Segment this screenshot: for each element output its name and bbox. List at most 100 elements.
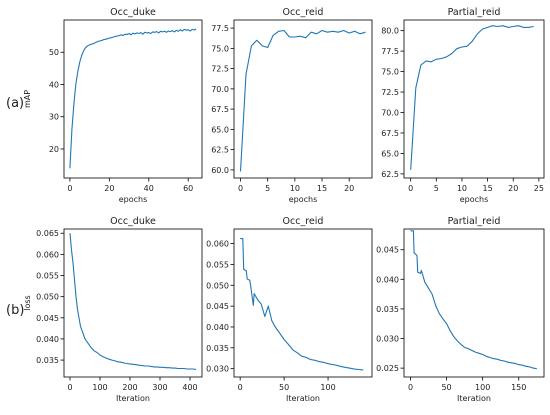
x-tick-label: 100	[92, 383, 107, 392]
plot-frame	[233, 228, 373, 378]
x-tick-label: 0	[408, 184, 413, 193]
plot-frame	[233, 19, 373, 179]
y-tick-label: 65.0	[211, 125, 229, 134]
y-tick-label: 72.5	[211, 65, 229, 74]
x-tick-label: 40	[144, 184, 154, 193]
x-tick-label: 5	[434, 184, 439, 193]
y-tick-label: 70.0	[211, 85, 229, 94]
y-tick-label: 0.055	[36, 272, 59, 281]
y-tick-label: 0.045	[206, 302, 229, 311]
panel-label-b: (b)	[6, 303, 24, 318]
series-line	[69, 28, 197, 169]
chart-occ-reid-map: 0 5 10 15 20 60.0 62.5 65.0 67.5 70.0 72.5 75.0 77.5…	[211, 7, 373, 204]
x-tick-label: 50	[441, 383, 451, 392]
series-line	[239, 29, 366, 172]
plot-frame	[403, 19, 545, 179]
chart-occ-duke-loss: 0 100 200 300 400 0.035 0.040 0.045 0.050 0.055 0.…	[23, 216, 203, 403]
y-tick-label: 0.040	[376, 275, 399, 284]
y-tick-label: 0.050	[36, 293, 59, 302]
y-tick-label: 0.035	[206, 344, 229, 353]
y-tick-label: 0.060	[36, 250, 59, 259]
y-tick-label: 77.5	[211, 24, 229, 33]
y-tick-label: 0.030	[206, 365, 229, 374]
x-axis-label: epochs	[119, 195, 148, 204]
x-tick-label: 10	[457, 184, 467, 193]
y-tick-label: 20	[49, 145, 59, 154]
y-tick-label: 80.0	[381, 27, 399, 36]
x-tick-label: 20	[508, 184, 518, 193]
y-tick-label: 75.0	[211, 44, 229, 53]
chart-partial-reid-loss: 0 50 100 150 0.025 0.030 0.035 0.040 0.045 Partia…	[376, 216, 545, 403]
chart-title: Partial_reid	[448, 7, 501, 18]
x-tick-label: 200	[122, 383, 137, 392]
x-axis-label: epochs	[460, 195, 489, 204]
y-axis-label: loss	[23, 295, 32, 310]
x-tick-label: 0	[238, 383, 243, 392]
chart-title: Occ_duke	[110, 7, 156, 18]
y-tick-label: 77.5	[381, 47, 399, 56]
plot-frame	[63, 228, 203, 378]
y-tick-label: 67.5	[211, 105, 229, 114]
y-tick-label: 30	[49, 113, 59, 122]
x-tick-label: 15	[317, 184, 327, 193]
y-tick-label: 0.050	[206, 281, 229, 290]
y-tick-label: 62.5	[381, 170, 399, 179]
plot-frame	[403, 228, 545, 378]
x-tick-label: 5	[265, 184, 270, 193]
x-axis-label: Iteration	[457, 394, 491, 403]
y-tick-label: 0.065	[36, 229, 59, 238]
panel-label-a: (a)	[6, 96, 24, 111]
y-tick-label: 0.045	[36, 314, 59, 323]
x-tick-label: 10	[290, 184, 300, 193]
plot-frame	[63, 19, 203, 179]
y-tick-label: 0.035	[36, 356, 59, 365]
x-axis-label: epochs	[289, 195, 318, 204]
y-tick-label: 70.0	[381, 109, 399, 118]
x-tick-label: 400	[182, 383, 197, 392]
y-tick-label: 0.060	[206, 240, 229, 249]
x-tick-label: 50	[279, 383, 289, 392]
y-tick-label: 50	[49, 48, 59, 57]
series-line	[69, 233, 197, 370]
x-tick-label: 100	[475, 383, 490, 392]
y-tick-label: 0.030	[376, 335, 399, 344]
x-tick-label: 25	[534, 184, 544, 193]
chart-title: Partial_reid	[448, 216, 501, 227]
x-axis-label: Iteration	[116, 394, 150, 403]
y-tick-label: 0.025	[376, 364, 399, 373]
x-tick-label: 0	[408, 383, 413, 392]
y-tick-label: 75.0	[381, 68, 399, 77]
y-axis-label: mAP	[23, 90, 32, 108]
x-tick-label: 100	[320, 383, 335, 392]
x-tick-label: 0	[67, 383, 72, 392]
y-tick-label: 67.5	[381, 129, 399, 138]
y-tick-label: 0.055	[206, 260, 229, 269]
x-tick-label: 60	[183, 184, 193, 193]
series-line	[410, 230, 537, 370]
y-tick-label: 40	[49, 80, 59, 89]
y-tick-label: 0.040	[206, 323, 229, 332]
y-tick-label: 60.0	[211, 166, 229, 175]
x-axis-label: Iteration	[286, 394, 320, 403]
chart-partial-reid-map: 0 5 10 15 20 25 62.5 65.0 67.5 70.0 72.5 75.0 77.5 80…	[381, 7, 545, 204]
x-tick-label: 15	[482, 184, 492, 193]
series-line	[240, 238, 364, 371]
x-tick-label: 20	[104, 184, 114, 193]
series-line	[410, 25, 534, 170]
y-tick-label: 0.035	[376, 305, 399, 314]
y-tick-label: 72.5	[381, 88, 399, 97]
chart-title: Occ_duke	[110, 216, 156, 227]
chart-title: Occ_reid	[283, 216, 324, 227]
x-tick-label: 0	[238, 184, 243, 193]
x-tick-label: 300	[152, 383, 167, 392]
x-tick-label: 0	[67, 184, 72, 193]
x-tick-label: 20	[344, 184, 354, 193]
x-tick-label: 150	[511, 383, 526, 392]
y-tick-label: 0.045	[376, 246, 399, 255]
chart-occ-reid-loss: 0 50 100 0.030 0.035 0.040 0.045 0.050 0.055 0.06…	[206, 216, 373, 403]
chart-title: Occ_reid	[283, 7, 324, 18]
y-tick-label: 62.5	[211, 146, 229, 155]
y-tick-label: 0.040	[36, 335, 59, 344]
